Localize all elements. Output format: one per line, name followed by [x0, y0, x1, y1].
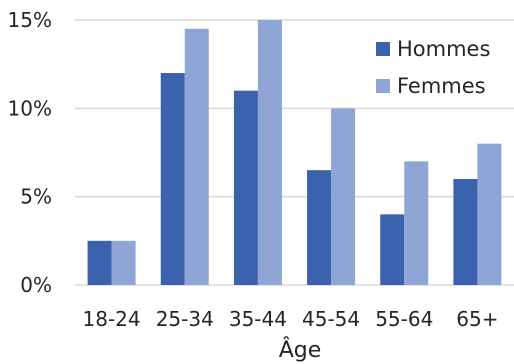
legend-label-femmes: Femmes	[397, 74, 486, 98]
x-tick-label: 65+	[456, 307, 498, 331]
x-tick-label: 25-34	[156, 307, 214, 331]
bar-femmes-65+	[477, 143, 502, 285]
bar-femmes-55-64	[404, 161, 429, 285]
x-axis-ticks: 18-24 25-34 35-44 45-54 55-64 65+	[83, 307, 499, 331]
x-tick-label: 18-24	[83, 307, 141, 331]
legend: Hommes Femmes	[376, 37, 490, 98]
y-tick-label: 5%	[20, 185, 52, 209]
y-tick-label: 0%	[20, 273, 52, 297]
legend-swatch-hommes	[376, 42, 390, 56]
bar-femmes-25-34	[184, 28, 209, 285]
bar-hommes-65+	[453, 179, 478, 285]
legend-swatch-femmes	[376, 79, 390, 93]
bar-femmes-35-44	[257, 20, 282, 285]
bar-hommes-35-44	[233, 90, 258, 286]
bar-hommes-18-24	[87, 240, 112, 285]
bar-femmes-18-24	[111, 240, 136, 285]
bars	[87, 20, 502, 286]
legend-label-hommes: Hommes	[397, 37, 490, 61]
bar-femmes-45-54	[331, 108, 356, 285]
grid-lines	[75, 19, 514, 286]
x-tick-label: 35-44	[229, 307, 287, 331]
bar-hommes-45-54	[307, 170, 332, 285]
y-axis-ticks: 0% 5% 10% 15%	[8, 8, 52, 297]
bar-hommes-25-34	[160, 73, 185, 285]
x-tick-label: 55-64	[375, 307, 433, 331]
bar-hommes-55-64	[380, 214, 405, 285]
y-tick-label: 15%	[8, 8, 52, 32]
x-axis-title: Âge	[279, 337, 322, 363]
x-tick-label: 45-54	[302, 307, 360, 331]
y-tick-label: 10%	[8, 96, 52, 120]
